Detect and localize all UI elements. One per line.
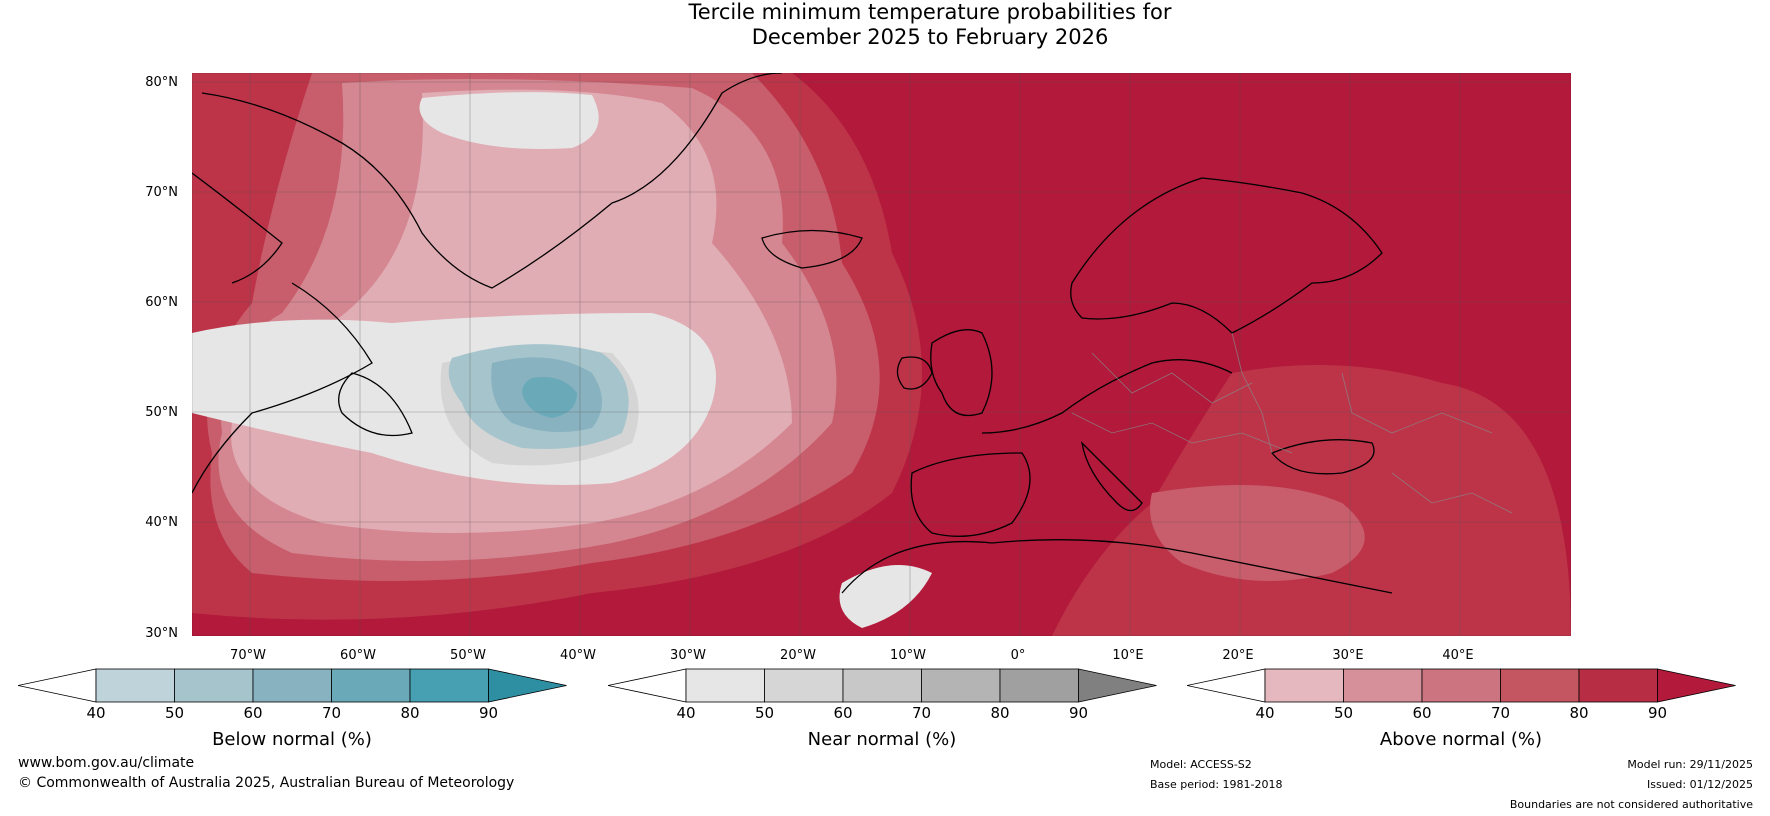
colorbar-near-segment-70 xyxy=(921,668,1001,703)
colorbar-below-high-extend xyxy=(488,668,567,703)
title-line-2: December 2025 to February 2026 xyxy=(751,25,1109,49)
colorbar-above-tick-80: 80 xyxy=(1569,704,1589,722)
colorbar-near-tick-60: 60 xyxy=(833,704,853,722)
colorbar-below-normal xyxy=(18,668,567,703)
newfoundland-coast xyxy=(338,372,413,437)
lon-label-10e: 10°E xyxy=(1112,648,1144,663)
colorbar-below-segment-70 xyxy=(331,668,411,703)
canada-arctic-coast xyxy=(192,172,283,284)
colorbar-below-segment-50 xyxy=(174,668,254,703)
lat-label-40n: 40°N xyxy=(145,515,178,530)
colorbar-near-tick-50: 50 xyxy=(754,704,775,722)
footer-model-run: Model run: 29/11/2025 xyxy=(1627,758,1753,771)
iceland-coast xyxy=(761,229,863,269)
iberia-coast xyxy=(910,452,1031,537)
footer-model: Model: ACCESS-S2 xyxy=(1150,758,1252,771)
colorbar-below-tick-40: 40 xyxy=(86,704,106,722)
region-near-40-north xyxy=(419,92,599,149)
lat-label-70n: 70°N xyxy=(145,185,178,200)
ireland-coast xyxy=(896,356,933,390)
colorbar-below-tick-50: 50 xyxy=(164,704,185,722)
lon-label-30w: 30°W xyxy=(670,648,706,663)
lon-label-60w: 60°W xyxy=(340,648,376,663)
country-borders xyxy=(1071,332,1513,514)
colorbar-below-tick-80: 80 xyxy=(400,704,420,722)
colorbar-near-segment-80 xyxy=(999,668,1079,703)
colorbar-above-segment-80 xyxy=(1578,668,1658,703)
lon-label-20w: 20°W xyxy=(780,648,816,663)
black-sea-coast xyxy=(1270,439,1375,475)
colorbar-above-tick-60: 60 xyxy=(1412,704,1432,722)
colorbar-near-tick-40: 40 xyxy=(676,704,696,722)
lon-label-50w: 50°W xyxy=(450,648,486,663)
colorbar-label-above: Above normal (%) xyxy=(1379,729,1543,750)
footer-issued: Issued: 01/12/2025 xyxy=(1646,778,1753,791)
region-near-40-africa xyxy=(839,565,932,628)
lon-label-70w: 70°W xyxy=(230,648,266,663)
lon-label-30e: 30°E xyxy=(1332,648,1364,663)
scandinavia-coast xyxy=(1070,177,1383,334)
lat-label-60n: 60°N xyxy=(145,295,178,310)
lon-label-40w: 40°W xyxy=(560,648,596,663)
lat-label-80n: 80°N xyxy=(145,75,178,90)
colorbar-above-segment-40 xyxy=(1264,668,1344,703)
colorbar-above-tick-40: 40 xyxy=(1255,704,1275,722)
colorbar-below-segment-60 xyxy=(252,668,332,703)
footer-copyright: © Commonwealth of Australia 2025, Austra… xyxy=(18,775,515,791)
coastlines xyxy=(192,73,1393,594)
colorbar-above-tick-70: 70 xyxy=(1490,704,1511,722)
colorbar-near-segment-50 xyxy=(764,668,844,703)
colorbar-below-tick-60: 60 xyxy=(243,704,263,722)
colorbar-near-high-extend xyxy=(1078,668,1157,703)
colorbar-label-near: Near normal (%) xyxy=(807,729,957,750)
north-africa-coast xyxy=(841,539,1393,594)
colorbar-above-segment-60 xyxy=(1421,668,1501,703)
colorbar-below-tick-70: 70 xyxy=(321,704,342,722)
colorbar-above-tick-90: 90 xyxy=(1647,704,1668,722)
colorbar-near-tick-80: 80 xyxy=(990,704,1010,722)
colorbar-above-low-extend xyxy=(1187,668,1266,703)
colorbar-below-low-extend xyxy=(18,668,97,703)
colorbar-near-segment-40 xyxy=(685,668,765,703)
lon-label-40e: 40°E xyxy=(1442,648,1474,663)
region-above-70-med xyxy=(1150,485,1365,581)
colorbar-near-normal xyxy=(608,668,1157,703)
footer-disclaimer: Boundaries are not considered authoritat… xyxy=(1509,798,1753,811)
colorbar-below-segment-80 xyxy=(409,668,489,703)
lon-label-20e: 20°E xyxy=(1222,648,1254,663)
lat-label-30n: 30°N xyxy=(145,626,178,641)
lon-label-0: 0° xyxy=(1010,648,1026,663)
footer-base-period: Base period: 1981-2018 xyxy=(1150,778,1283,791)
colorbar-near-tick-90: 90 xyxy=(1068,704,1089,722)
colorbar-near-segment-60 xyxy=(842,668,922,703)
footer-website: www.bom.gov.au/climate xyxy=(18,755,195,771)
colorbar-near-low-extend xyxy=(608,668,687,703)
colorbar-above-segment-50 xyxy=(1343,668,1423,703)
colorbar-above-tick-50: 50 xyxy=(1333,704,1354,722)
colorbar-label-below: Below normal (%) xyxy=(212,729,372,750)
title-line-1: Tercile minimum temperature probabilitie… xyxy=(688,0,1172,24)
lon-label-10w: 10°W xyxy=(890,648,926,663)
colorbar-above-segment-70 xyxy=(1500,668,1580,703)
colorbar-above-high-extend xyxy=(1657,668,1736,703)
colorbar-near-tick-70: 70 xyxy=(911,704,932,722)
chart-title: Tercile minimum temperature probabilitie… xyxy=(0,0,1770,50)
colorbar-below-segment-40 xyxy=(95,668,175,703)
labrador-coast xyxy=(192,282,373,494)
greenland-coast xyxy=(201,73,783,289)
lat-label-50n: 50°N xyxy=(145,405,178,420)
graticule xyxy=(192,73,1571,636)
europe-coast xyxy=(981,359,1233,434)
italy-coast xyxy=(1081,441,1143,512)
region-below-70 xyxy=(522,377,577,418)
probability-map xyxy=(192,73,1571,636)
british-isles-coast xyxy=(930,329,993,417)
colorbar-below-tick-90: 90 xyxy=(478,704,499,722)
colorbar-above-normal xyxy=(1187,668,1736,703)
